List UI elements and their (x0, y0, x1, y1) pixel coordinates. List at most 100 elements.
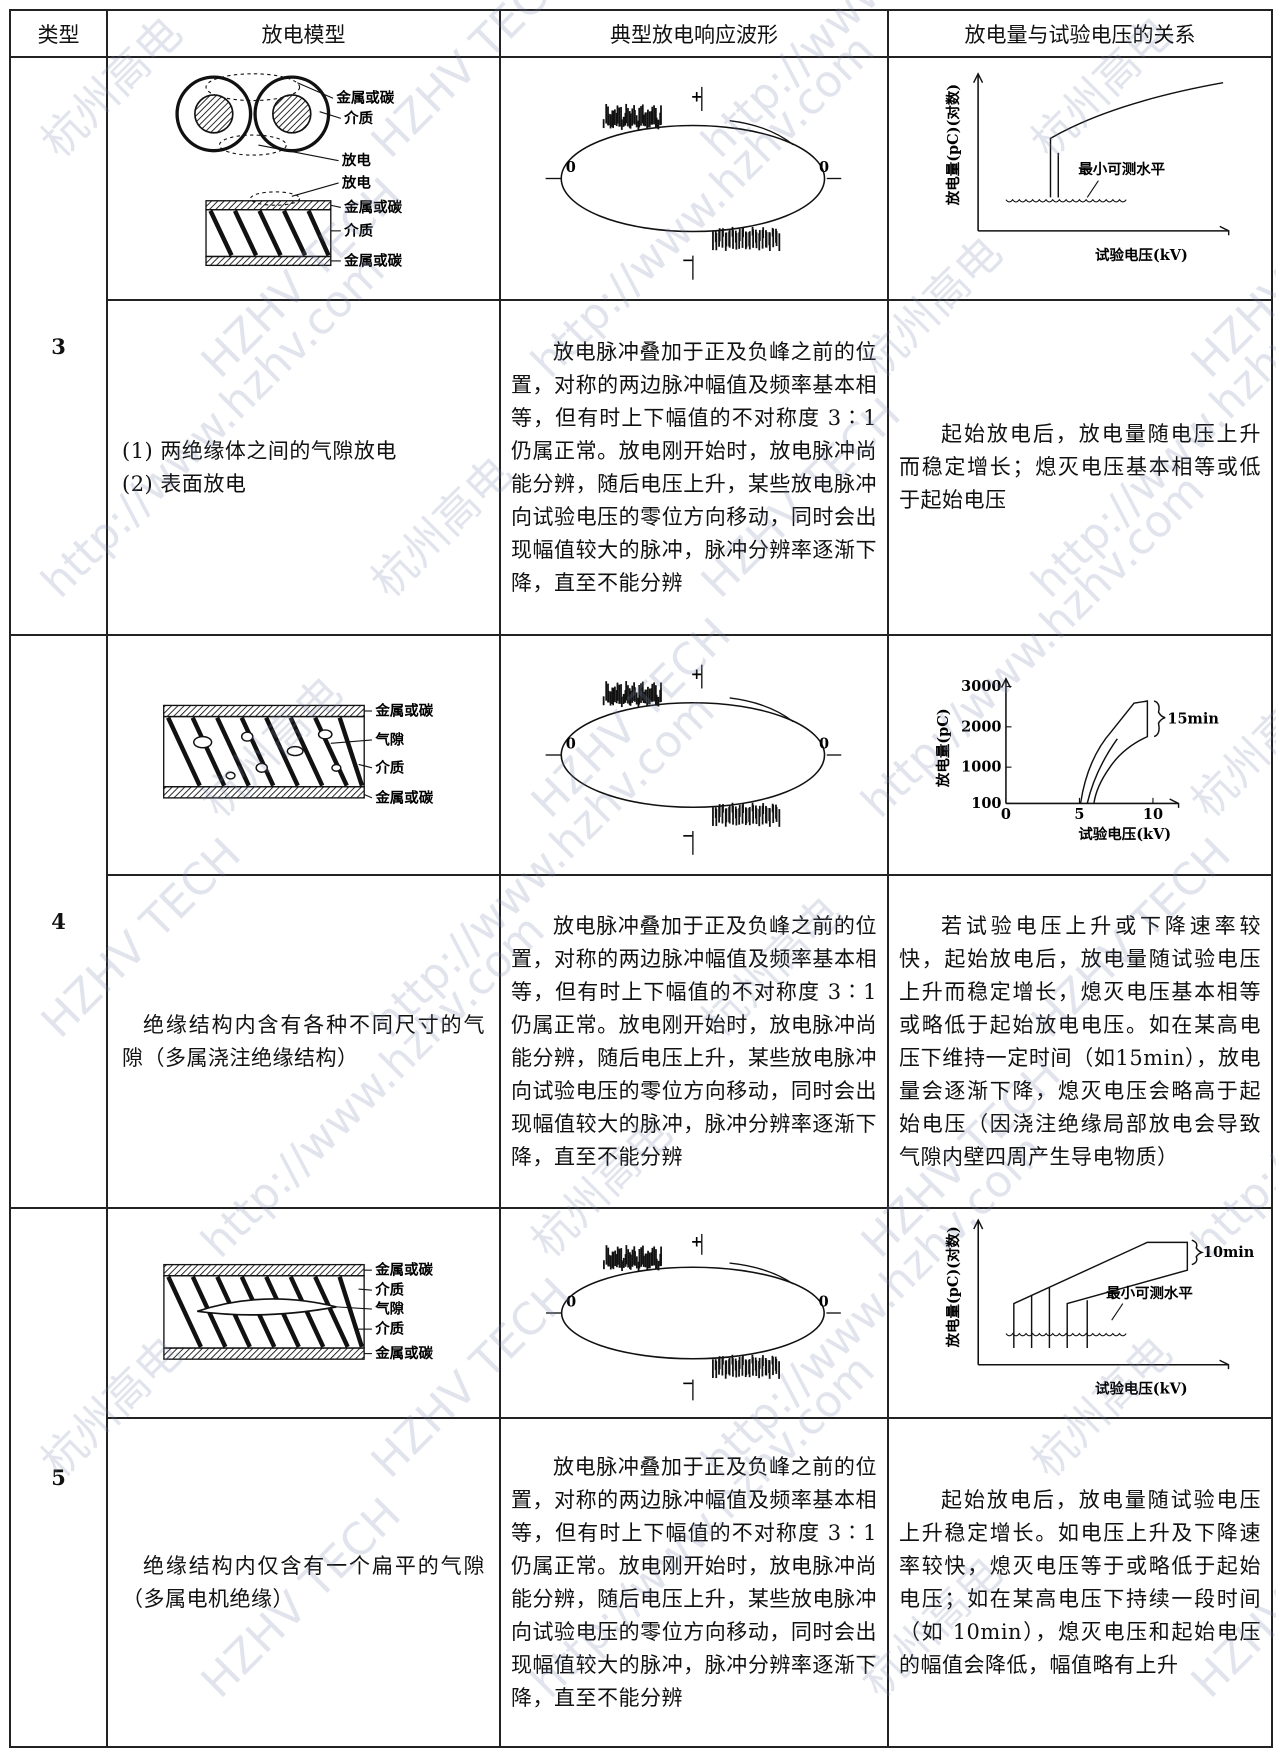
dielectric (163, 715, 365, 788)
electrode (163, 1263, 365, 1277)
x-axis-label: 试验电压(kV) (1095, 246, 1188, 264)
figure-row: 3 金属或碳 介质 放电 放电 金属或碳 介质 金属或碳 0 0 + − 最小可测水平 放电量(pC… (9, 56, 1273, 636)
line (306, 209, 331, 257)
y-axis-label: 放电量(pC) (934, 708, 952, 788)
direction-arrow (729, 120, 794, 146)
figure-label: 金属或碳 (343, 251, 402, 269)
line (258, 144, 339, 162)
voltage-ellipse (560, 1266, 825, 1360)
model-figure-cell: 金属或碳 介质 气隙 介质 金属或碳 (106, 1207, 501, 1419)
model-text: 绝缘结构内仅含有一个扁平的气隙（多属电机绝缘） (122, 1553, 485, 1611)
line (313, 716, 349, 787)
line (166, 1275, 203, 1348)
y-tick-label: 2000 (961, 718, 1001, 735)
zero-label: 0 (566, 735, 576, 752)
zero-label: 0 (819, 1293, 829, 1310)
figure-row: 4 金属或碳 气隙 介质 金属或碳 0 0 + − 100 1000 2000 3000 0 5 10 1… (9, 634, 1273, 1209)
figure-label: 金属或碳 (374, 788, 433, 806)
noise-level (1005, 198, 1127, 203)
figure-label: 放电 (341, 151, 371, 169)
noise-level (1005, 1332, 1127, 1337)
model-text-cell: 绝缘结构内含有各种不同尺寸的气隙（多属浇注绝缘结构） (106, 874, 501, 1209)
type-cell: 5 (9, 1207, 108, 1748)
y-tick-label: 1000 (961, 759, 1001, 776)
y-axis-label: 放电量(pC)(对数) (944, 1226, 962, 1348)
line (257, 209, 283, 257)
header-cell: 放电模型 (106, 9, 501, 58)
type-cell: 3 (9, 56, 108, 636)
y-tick-label: 3000 (961, 678, 1001, 695)
positive-label: + (691, 1233, 703, 1250)
void (225, 771, 236, 780)
text-row: 绝缘结构内仅含有一个扁平的气隙（多属电机绝缘） 放电脉冲叠加于正及负峰之前的位置… (10, 1417, 1273, 1748)
model-figure-cell: 金属或碳 气隙 介质 金属或碳 (106, 634, 501, 876)
figure-label: 金属或碳 (374, 1261, 433, 1279)
relation-figure: 10min 最小可测水平 放电量(pC)(对数) 试验电压(kV) (944, 1218, 1255, 1398)
type-cell: 4 (9, 634, 108, 1209)
x-tick-label: 5 (1074, 806, 1084, 823)
waveform-figure-cell: 0 0 + − (499, 56, 889, 301)
model-text: 绝缘结构内含有各种不同尺寸的气隙（多属浇注绝缘结构） (122, 1012, 485, 1070)
direction-arrow (729, 697, 794, 723)
zero-label: 0 (819, 159, 829, 176)
positive-label: + (691, 88, 703, 105)
line (288, 716, 325, 787)
void (331, 763, 342, 772)
header-cell: 典型放电响应波形 (499, 9, 889, 58)
model-text: (1) 两绝缘体之间的气隙放电 (122, 438, 397, 463)
figure-label: 介质 (374, 758, 404, 776)
figure-label: 气隙 (374, 1300, 404, 1318)
header-row: 类型 放电模型 典型放电响应波形 放电量与试验电压的关系 (9, 9, 1273, 58)
surface-discharge (250, 191, 301, 206)
figure-label: 金属或碳 (374, 701, 433, 719)
brace (1153, 700, 1166, 738)
electrode (205, 200, 332, 211)
void (193, 735, 213, 749)
void (255, 762, 269, 773)
text-row: 绝缘结构内含有各种不同尺寸的气隙（多属浇注绝缘结构） 放电脉冲叠加于正及负峰之前… (10, 874, 1273, 1209)
text-row: (1) 两绝缘体之间的气隙放电 (2) 表面放电 放电脉冲叠加于正及负峰之前的位置… (10, 299, 1273, 636)
axis-arrow (1219, 1359, 1230, 1370)
void (240, 731, 254, 742)
y-tick-label: 100 (971, 795, 1001, 812)
x-tick-label: 0 (1001, 806, 1011, 823)
waveform-text: 放电脉冲叠加于正及负峰之前的位置，对称的两边脉冲幅值及频率基本相等，但有时上下幅… (499, 299, 889, 636)
relation-text: 若试验电压上升或下降速率较快，起始放电后，放电量随试验电压上升而稳定增长，熄灭电… (887, 874, 1273, 1209)
line (208, 209, 234, 257)
electrode (163, 786, 365, 799)
discharge-curve (1049, 82, 1224, 198)
line (264, 716, 300, 787)
line (363, 794, 373, 799)
conductor (194, 94, 234, 134)
axis-arrow (1000, 677, 1012, 688)
hysteresis-curve (1079, 700, 1149, 804)
line (291, 182, 339, 197)
waveform-text: 放电脉冲叠加于正及负峰之前的位置，对称的两边脉冲幅值及频率基本相等，但有时上下幅… (499, 1417, 889, 1748)
x-axis-label: 试验电压(kV) (1078, 825, 1171, 843)
line (358, 1288, 372, 1291)
negative-label: − (682, 828, 694, 845)
model-text: (2) 表面放电 (122, 471, 247, 496)
model-text-cell: (1) 两绝缘体之间的气隙放电 (2) 表面放电 (106, 299, 501, 636)
line (337, 716, 365, 787)
electrode (163, 1347, 365, 1360)
zero-label: 0 (566, 159, 576, 176)
conductor (272, 94, 312, 134)
zero-label: 0 (819, 735, 829, 752)
model-text-cell: 绝缘结构内仅含有一个扁平的气隙（多属电机绝缘） (106, 1417, 501, 1748)
axis-arrow (973, 1218, 984, 1230)
line (1111, 1303, 1124, 1321)
line (336, 1306, 372, 1310)
figure-label: 放电 (341, 173, 371, 191)
figure-row: 5 金属或碳 介质 气隙 介质 金属或碳 0 0 + − 10min 最小可测水平 放电量(pC)… (9, 1207, 1273, 1748)
model-figure-cell: 金属或碳 介质 放电 放电 金属或碳 介质 金属或碳 (106, 56, 501, 301)
zero-label: 0 (566, 1293, 576, 1310)
figure-note: 最小可测水平 (1106, 1284, 1193, 1302)
flat-void (197, 1298, 337, 1316)
figure-label: 介质 (374, 1320, 404, 1338)
figure-label: 气隙 (374, 730, 404, 748)
waveform-figure: 0 0 + − (545, 86, 842, 280)
